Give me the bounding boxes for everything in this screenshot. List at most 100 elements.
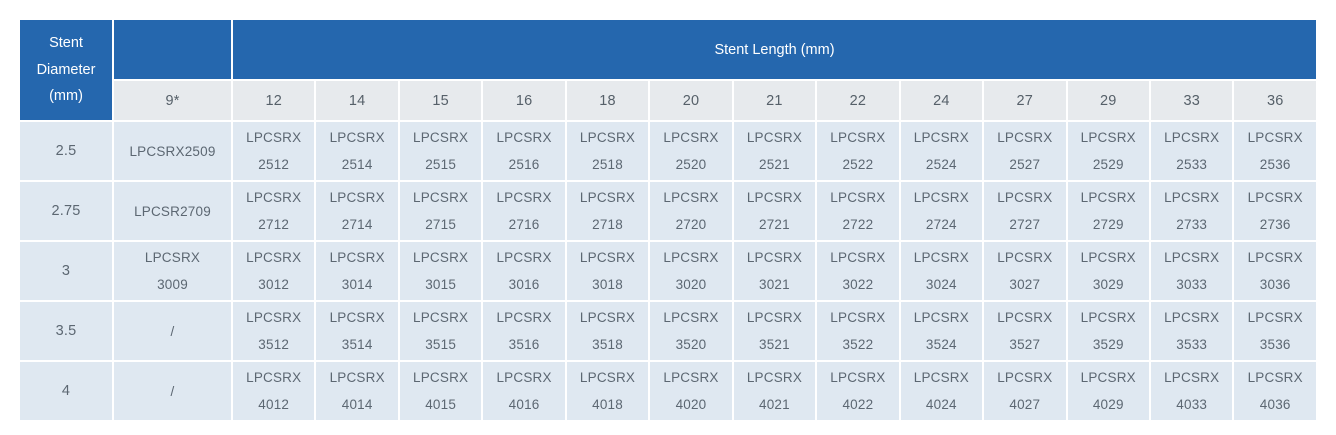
code-cell: LPCSRX 3012 xyxy=(230,240,317,302)
code-cell: LPCSRX 2522 xyxy=(815,120,901,182)
length-col-header-14: 14 xyxy=(314,79,400,122)
code-cell: LPCSRX 2727 xyxy=(982,180,1068,242)
code-cell: LPCSRX 2529 xyxy=(1065,120,1151,182)
code-cell: LPCSRX2509 xyxy=(112,120,233,182)
code-cell: LPCSRX 3009 xyxy=(112,240,233,302)
code-cell: LPCSRX 3024 xyxy=(898,240,985,302)
code-cell: LPCSRX 4012 xyxy=(230,360,317,422)
code-cell: LPCSRX 4027 xyxy=(982,360,1068,422)
code-cell: LPCSRX 4015 xyxy=(397,360,484,422)
code-cell: LPCSRX 3022 xyxy=(815,240,901,302)
code-cell: LPCSRX 3036 xyxy=(1232,240,1318,302)
code-cell: LPCSRX 2516 xyxy=(481,120,567,182)
code-cell: LPCSRX 2724 xyxy=(898,180,985,242)
code-cell: LPCSRX 2720 xyxy=(648,180,734,242)
code-cell: LPCSRX 3029 xyxy=(1065,240,1151,302)
code-cell: LPCSRX 3020 xyxy=(648,240,734,302)
code-cell: LPCSRX 2722 xyxy=(815,180,901,242)
length-col-header-9: 9* xyxy=(112,79,233,122)
stent-matrix-table: Stent Diameter (mm) Stent Length (mm) 9*… xyxy=(18,17,1318,422)
code-cell: / xyxy=(112,300,233,362)
length-col-header-27: 27 xyxy=(982,79,1068,122)
code-cell: LPCSRX 2520 xyxy=(648,120,734,182)
diameter-cell: 4 xyxy=(18,360,114,422)
code-cell: LPCSRX 3522 xyxy=(815,300,901,362)
diameter-cell: 3 xyxy=(18,240,114,302)
code-cell: LPCSRX 4029 xyxy=(1065,360,1151,422)
length-col-header-24: 24 xyxy=(898,79,985,122)
code-cell: LPCSRX 2521 xyxy=(731,120,818,182)
code-cell: LPCSRX 2716 xyxy=(481,180,567,242)
code-cell: LPCSRX 3521 xyxy=(731,300,818,362)
code-cell: LPCSRX 3515 xyxy=(397,300,484,362)
header-row-top: Stent Diameter (mm) Stent Length (mm) xyxy=(18,17,1318,122)
code-cell: LPCSRX 3524 xyxy=(898,300,985,362)
code-cell: LPCSRX 4021 xyxy=(731,360,818,422)
length-col-header-15: 15 xyxy=(397,79,484,122)
code-cell: LPCSRX 2533 xyxy=(1148,120,1235,182)
diameter-cell: 2.5 xyxy=(18,120,114,182)
stent-length-header: Stent Length (mm) xyxy=(231,17,1318,82)
code-cell: LPCSR2709 xyxy=(112,180,233,242)
length-col-header-33: 33 xyxy=(1148,79,1235,122)
code-cell: LPCSRX 3027 xyxy=(982,240,1068,302)
corner-header-stent-diameter: Stent Diameter (mm) xyxy=(18,18,114,122)
code-cell: LPCSRX 3033 xyxy=(1148,240,1235,302)
code-cell: LPCSRX 3536 xyxy=(1232,300,1318,362)
length-col-header-16: 16 xyxy=(481,79,567,122)
code-cell: LPCSRX 4016 xyxy=(481,360,567,422)
table-row-diameter-2-5: 2.5 LPCSRX2509 LPCSRX 2512 LPCSRX 2514 L… xyxy=(18,120,1318,182)
code-cell: LPCSRX 2718 xyxy=(564,180,651,242)
length-col-header-36: 36 xyxy=(1232,79,1318,122)
code-cell: LPCSRX 4014 xyxy=(314,360,400,422)
code-cell: LPCSRX 3514 xyxy=(314,300,400,362)
table-row-diameter-3-5: 3.5 / LPCSRX 3512 LPCSRX 3514 LPCSRX 351… xyxy=(18,300,1318,362)
code-cell: LPCSRX 2514 xyxy=(314,120,400,182)
length-col-header-29: 29 xyxy=(1065,79,1151,122)
length-col-header-12: 12 xyxy=(230,79,317,122)
diameter-cell: 3.5 xyxy=(18,300,114,362)
length-col-header-21: 21 xyxy=(731,79,818,122)
code-cell: LPCSRX 3018 xyxy=(564,240,651,302)
length-col-header-20: 20 xyxy=(648,79,734,122)
code-cell: LPCSRX 2515 xyxy=(397,120,484,182)
code-cell: LPCSRX 2736 xyxy=(1232,180,1318,242)
code-cell: LPCSRX 3014 xyxy=(314,240,400,302)
code-cell: LPCSRX 4018 xyxy=(564,360,651,422)
code-cell: LPCSRX 2714 xyxy=(314,180,400,242)
length-col-header-18: 18 xyxy=(564,79,651,122)
code-cell: LPCSRX 3529 xyxy=(1065,300,1151,362)
length-col-header-22: 22 xyxy=(815,79,901,122)
code-cell: LPCSRX 3520 xyxy=(648,300,734,362)
code-cell: LPCSRX 3527 xyxy=(982,300,1068,362)
code-cell: LPCSRX 2536 xyxy=(1232,120,1318,182)
code-cell: LPCSRX 3016 xyxy=(481,240,567,302)
code-cell: LPCSRX 2527 xyxy=(982,120,1068,182)
code-cell: LPCSRX 2733 xyxy=(1148,180,1235,242)
code-cell: LPCSRX 2524 xyxy=(898,120,985,182)
code-cell: / xyxy=(112,360,233,422)
code-cell: LPCSRX 2518 xyxy=(564,120,651,182)
code-cell: LPCSRX 3533 xyxy=(1148,300,1235,362)
table-row-diameter-3: 3 LPCSRX 3009 LPCSRX 3012 LPCSRX 3014 LP… xyxy=(18,240,1318,302)
code-cell: LPCSRX 4022 xyxy=(815,360,901,422)
code-cell: LPCSRX 2729 xyxy=(1065,180,1151,242)
code-cell: LPCSRX 4036 xyxy=(1232,360,1318,422)
diameter-cell: 2.75 xyxy=(18,180,114,242)
table-row-diameter-2-75: 2.75 LPCSR2709 LPCSRX 2712 LPCSRX 2714 L… xyxy=(18,180,1318,242)
table-row-diameter-4: 4 / LPCSRX 4012 LPCSRX 4014 LPCSRX 4015 … xyxy=(18,360,1318,422)
code-cell: LPCSRX 4033 xyxy=(1148,360,1235,422)
code-cell: LPCSRX 4024 xyxy=(898,360,985,422)
code-cell: LPCSRX 3516 xyxy=(481,300,567,362)
code-cell: LPCSRX 3512 xyxy=(230,300,317,362)
blank-header-cell xyxy=(112,17,233,82)
code-cell: LPCSRX 2512 xyxy=(230,120,317,182)
code-cell: LPCSRX 3021 xyxy=(731,240,818,302)
code-cell: LPCSRX 4020 xyxy=(648,360,734,422)
code-cell: LPCSRX 2712 xyxy=(230,180,317,242)
header-row-lengths: 9* 12 14 15 16 18 20 21 22 24 27 29 33 3… xyxy=(19,79,1318,122)
code-cell: LPCSRX 3518 xyxy=(564,300,651,362)
code-cell: LPCSRX 2721 xyxy=(731,180,818,242)
code-cell: LPCSRX 2715 xyxy=(397,180,484,242)
